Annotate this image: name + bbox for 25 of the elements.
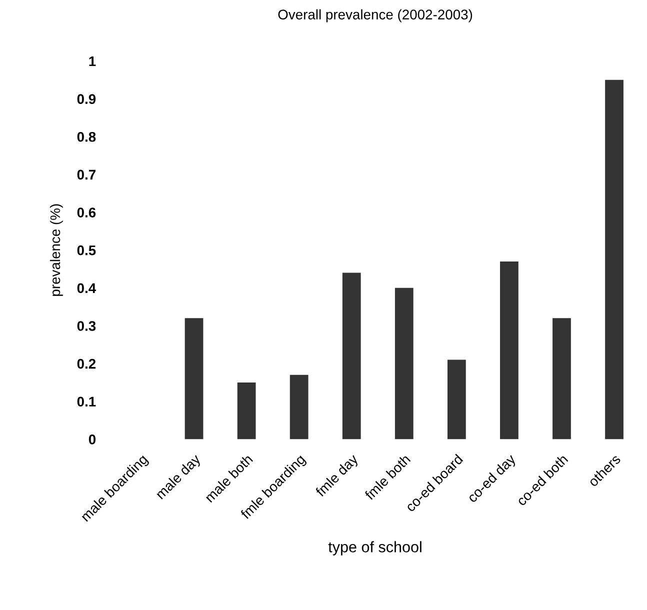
y-tick-label: 0.3 <box>77 321 96 331</box>
y-tick-label: 0.9 <box>77 94 96 104</box>
y-tick-label: 0 <box>88 434 96 444</box>
x-tick-label: fmle day <box>314 453 361 500</box>
bar <box>342 272 361 440</box>
y-tick-label: 0.5 <box>77 245 96 256</box>
chart-title: Overall prevalence (2002-2003) <box>278 9 472 22</box>
bar <box>290 374 308 440</box>
bar <box>605 80 624 440</box>
y-tick-label: 0.1 <box>77 396 96 407</box>
y-tick-label: 1 <box>89 56 96 66</box>
bar <box>447 360 466 440</box>
bar <box>500 261 518 440</box>
bar <box>394 288 414 440</box>
y-axis-title: prevalence (%) <box>50 204 63 296</box>
y-tick-label: 0.8 <box>77 132 96 142</box>
x-tick-label: fmle both <box>364 454 411 501</box>
bar <box>237 382 256 440</box>
bar <box>184 318 204 440</box>
y-tick-label: 0.2 <box>77 358 96 369</box>
y-tick-label: 0.6 <box>77 208 96 218</box>
bar <box>552 318 571 440</box>
y-tick-label: 0.4 <box>77 283 96 294</box>
y-tick-label: 0.7 <box>77 170 96 180</box>
x-axis-title: type of school <box>328 541 422 556</box>
